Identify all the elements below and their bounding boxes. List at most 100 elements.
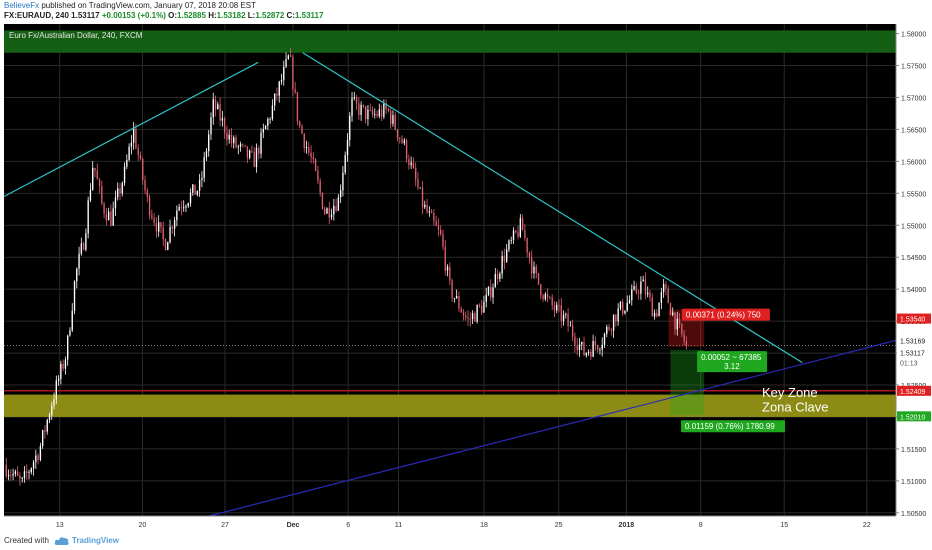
candle-body	[533, 266, 535, 274]
candle-body	[135, 128, 137, 149]
candle-body	[160, 222, 162, 228]
candle-body	[681, 323, 683, 335]
candle-body	[289, 55, 292, 57]
candle-body	[144, 179, 146, 191]
candle-body	[296, 92, 299, 122]
candle-body	[301, 125, 303, 134]
candle-body	[574, 336, 576, 346]
candle-body	[173, 220, 176, 229]
candle-body	[578, 344, 581, 350]
candle-body	[592, 340, 594, 357]
candle-body	[46, 419, 48, 432]
candle-body	[132, 128, 135, 143]
candle-body	[615, 314, 617, 322]
candle-body	[37, 455, 39, 460]
candle-body	[287, 55, 290, 59]
candle-body	[417, 179, 419, 188]
tradingview-brand[interactable]: TradingView	[72, 536, 119, 545]
price-tick-label: 1.51500	[901, 447, 926, 454]
candle-body	[208, 134, 210, 152]
candle-body	[594, 340, 597, 346]
candle-body	[653, 312, 656, 317]
candle-body	[235, 137, 237, 148]
candle-body	[130, 142, 133, 147]
candle-body	[487, 286, 490, 295]
candle-body	[501, 255, 503, 274]
last-price: 1.53117	[71, 11, 100, 20]
candle-body	[612, 314, 615, 331]
candle-body	[21, 477, 23, 479]
candle-body	[221, 118, 224, 121]
candle-body	[205, 151, 208, 158]
candle-body	[412, 162, 415, 168]
candle-body	[280, 80, 283, 82]
candle-body	[344, 155, 346, 173]
candle-body	[26, 471, 28, 474]
candle-body	[355, 97, 358, 104]
candle-body	[169, 226, 171, 243]
low-label: L:	[247, 11, 256, 20]
candle-body	[128, 146, 130, 160]
candle-body	[565, 313, 567, 315]
candle-body	[32, 462, 35, 469]
candle-body	[92, 167, 94, 190]
candle-body	[515, 230, 517, 233]
candle-body	[187, 203, 189, 206]
candle-body	[196, 190, 199, 195]
time-tick-label: Dec	[287, 522, 300, 529]
candle-body	[601, 344, 603, 350]
candle-body	[401, 138, 403, 144]
candle-body	[219, 104, 221, 121]
candle-body	[392, 115, 394, 124]
trendline-upper-left	[3, 61, 259, 198]
candle-body	[446, 266, 449, 271]
candle-body	[394, 115, 396, 130]
candle-body	[521, 218, 524, 231]
candle-body	[178, 206, 180, 211]
top-resistance-zone	[4, 30, 896, 53]
candle-body	[660, 292, 663, 303]
candle-body	[353, 97, 355, 99]
candle-body	[110, 211, 112, 226]
candle-body	[39, 446, 42, 460]
price-tick-label: 1.57500	[901, 64, 926, 71]
candle-body	[603, 333, 606, 345]
candle-body	[587, 351, 590, 353]
candle-body	[87, 200, 89, 234]
price-tag-level-3-bg	[897, 411, 931, 422]
tradingview-cloud-icon	[54, 537, 69, 545]
candle-body	[462, 312, 465, 316]
candle-body	[223, 118, 226, 133]
candle-body	[342, 172, 344, 191]
candle-body	[228, 134, 230, 140]
open-label: O:	[168, 11, 178, 20]
candle-body	[233, 137, 235, 144]
candle-body	[558, 304, 560, 306]
price-tag-current-2: 1.53117	[900, 351, 925, 358]
candle-body	[96, 170, 98, 180]
trendline-ascending-support	[209, 339, 897, 517]
candle-body	[123, 166, 126, 184]
candle-body	[330, 214, 333, 218]
price-tag-level-1: 1.53540	[900, 317, 925, 324]
candle-body	[14, 471, 17, 474]
candle-body	[321, 192, 324, 210]
price-tag-countdown: 01:13	[900, 361, 918, 368]
price-tick-label: 1.58000	[901, 32, 926, 39]
candle-body	[442, 234, 444, 247]
candle-body	[292, 56, 294, 90]
candle-body	[23, 471, 26, 478]
candle-body	[53, 399, 55, 406]
time-tick-label: 13	[56, 522, 64, 529]
candle-body	[610, 329, 613, 331]
candle-body	[483, 301, 485, 313]
price-chart[interactable]: Euro Fx/Australian Dollar, 240, FXCM 0.00…	[0, 22, 932, 532]
price-tick-label: 1.56500	[901, 127, 926, 134]
candle-body	[508, 240, 510, 250]
candle-body	[658, 302, 660, 317]
author-name[interactable]: BelieveFx	[4, 1, 40, 10]
candle-body	[242, 144, 244, 146]
candle-body	[458, 296, 460, 309]
candle-body	[262, 129, 264, 133]
candle-body	[376, 114, 378, 117]
